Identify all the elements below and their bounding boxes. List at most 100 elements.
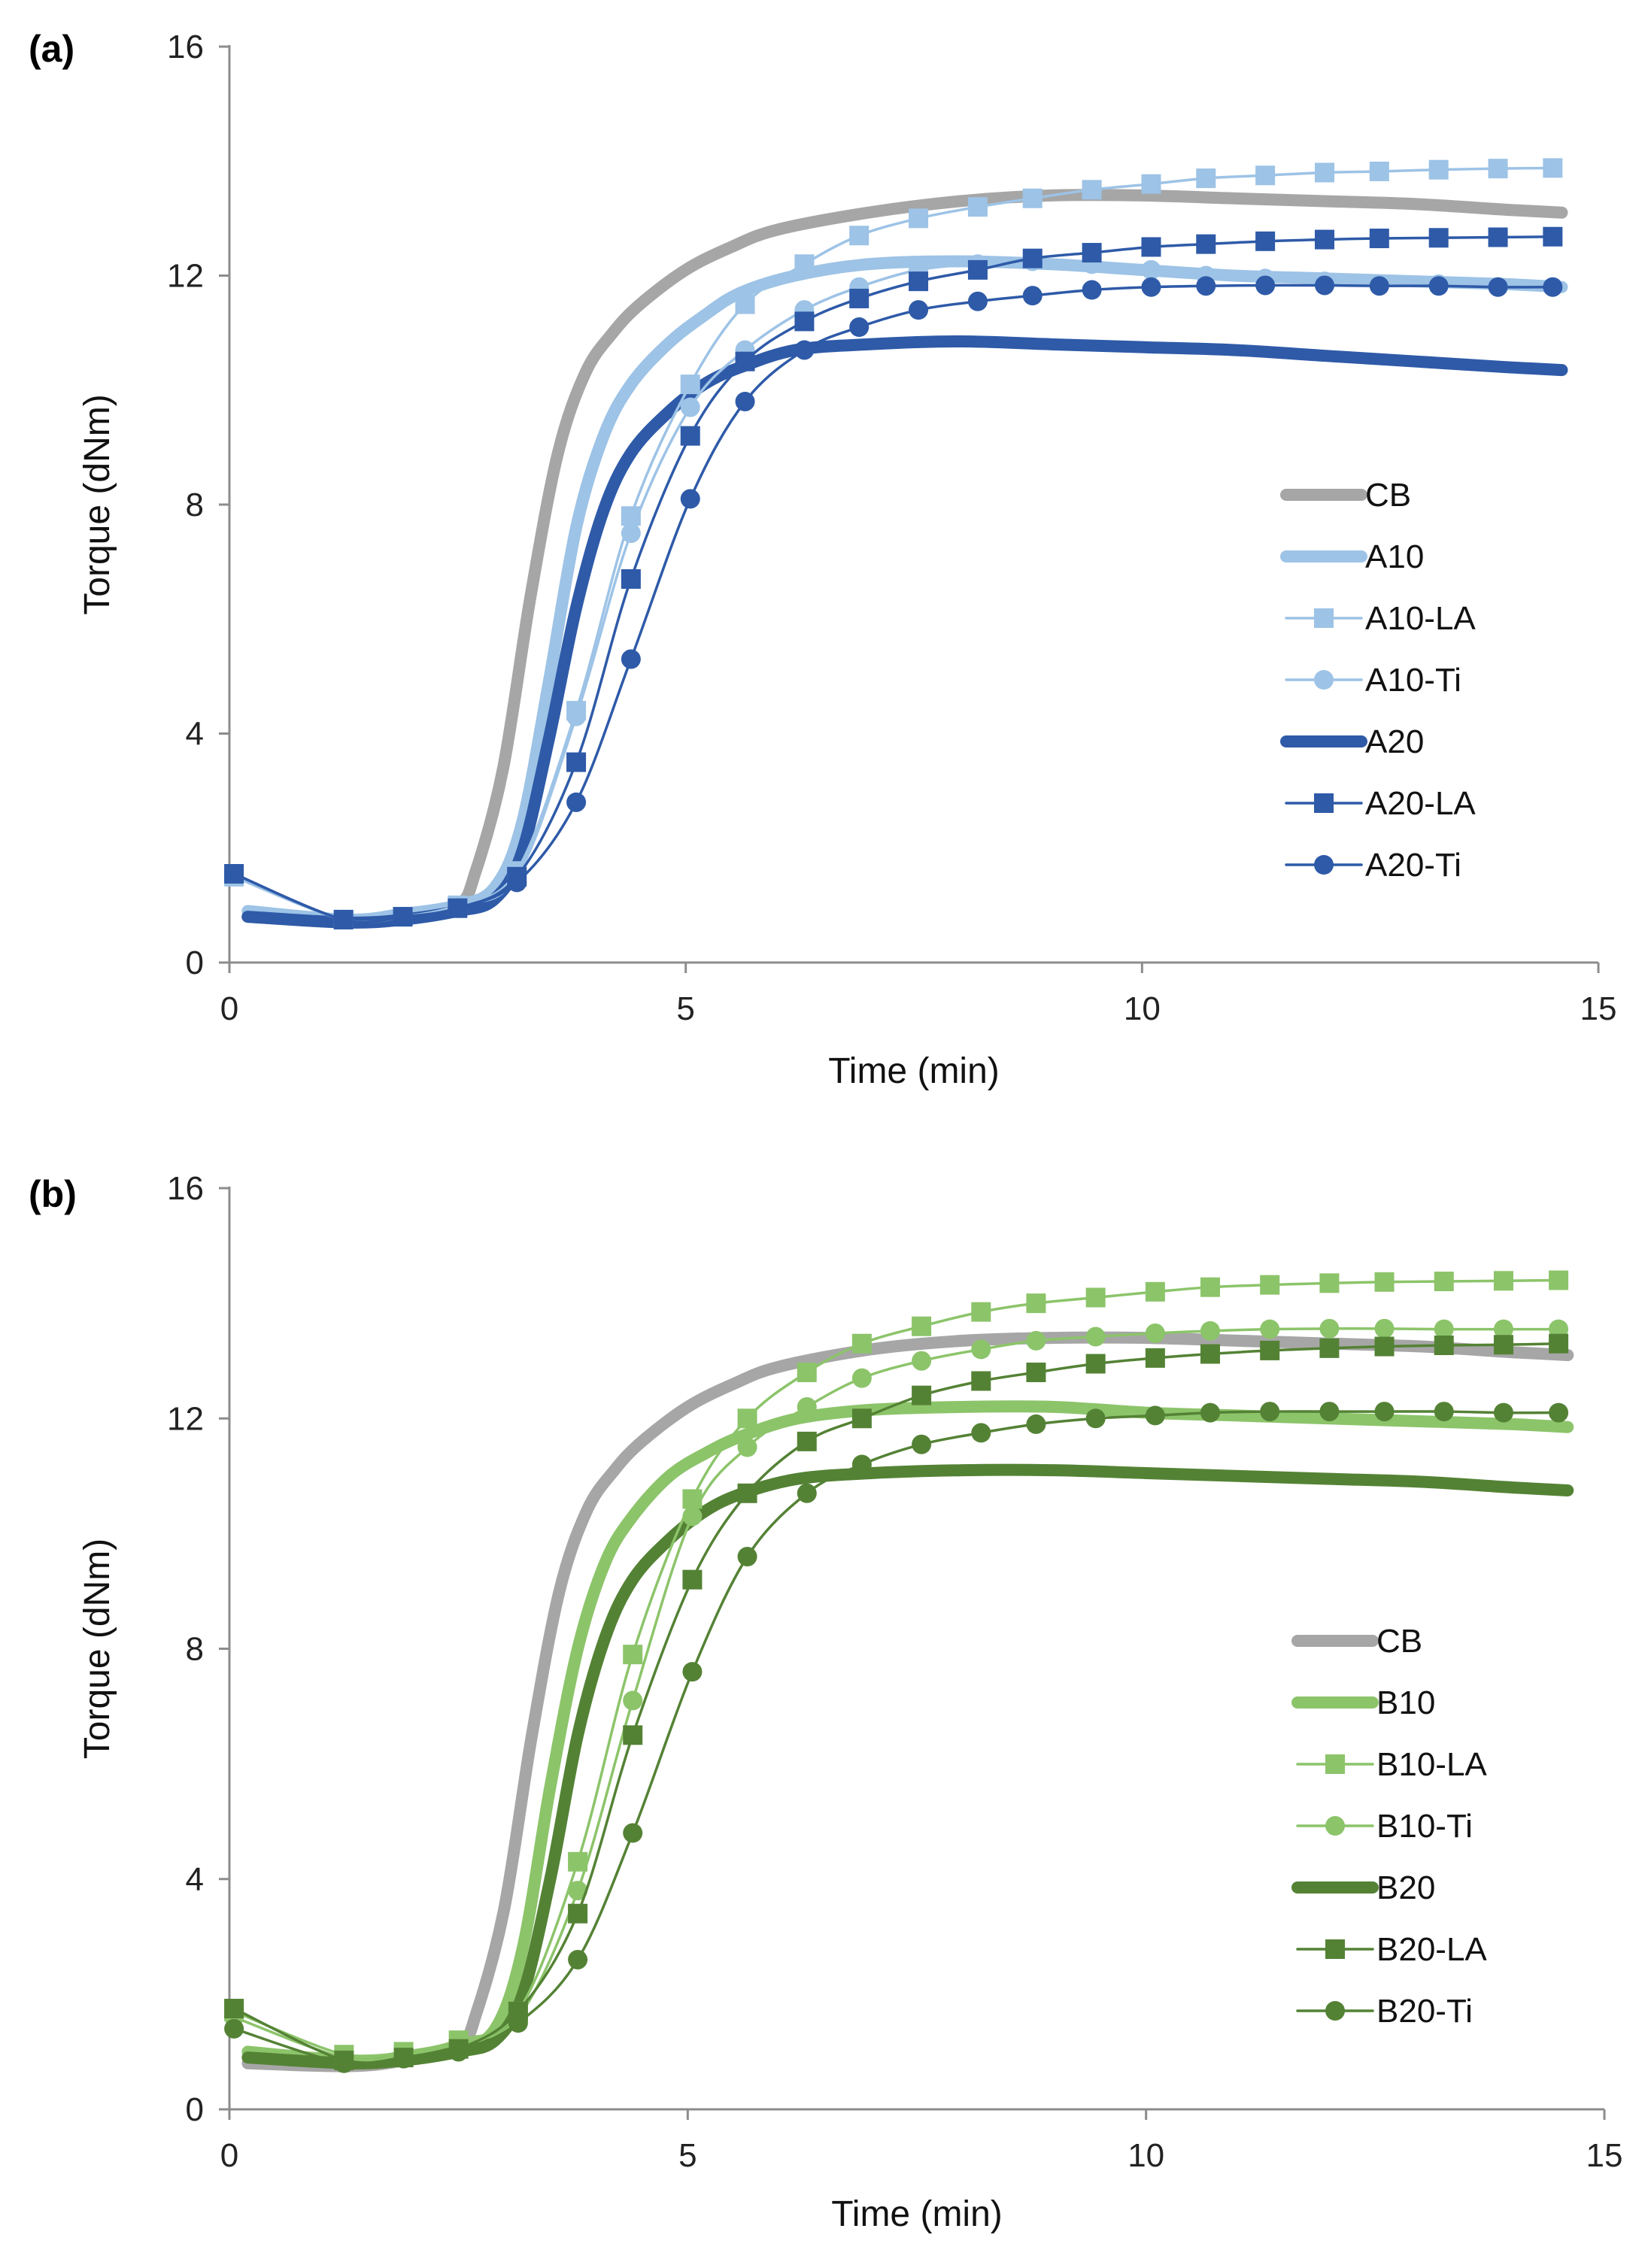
y-tick-label: 12 (167, 1400, 204, 1437)
data-point (568, 1903, 588, 1924)
y-tick-label: 8 (186, 487, 204, 523)
data-point (967, 291, 988, 311)
data-point (1141, 237, 1161, 257)
legend-label: A10-Ti (1365, 662, 1461, 699)
series-cb (241, 189, 1568, 929)
data-point (735, 351, 755, 371)
data-point (851, 1368, 872, 1388)
data-point (1196, 168, 1216, 189)
data-point (1493, 1402, 1513, 1423)
legend-item: A10-LA (1285, 600, 1476, 637)
legend-item: B10 (1291, 1684, 1435, 1721)
series-line (241, 189, 1568, 929)
legend-item: CB (1280, 477, 1411, 514)
data-point (1196, 276, 1216, 296)
x-tick-label: 5 (678, 2137, 697, 2174)
data-point (1319, 1338, 1340, 1358)
data-point (1260, 1402, 1280, 1422)
data-point (1428, 228, 1449, 248)
data-point (621, 523, 641, 544)
data-point (967, 197, 988, 217)
y-tick-label: 0 (186, 2091, 204, 2128)
data-point (1319, 1402, 1340, 1422)
legend-label: A10 (1365, 538, 1424, 575)
x-axis-title: Time (min) (831, 2194, 1003, 2234)
data-point (1374, 1336, 1395, 1357)
data-point (1374, 1272, 1395, 1292)
legend-label: B10-LA (1376, 1746, 1487, 1783)
data-point (1434, 1402, 1454, 1422)
data-point (794, 254, 815, 274)
data-point (849, 317, 870, 338)
data-point (1200, 1402, 1220, 1423)
series-line (241, 335, 1568, 929)
data-point (682, 1506, 703, 1527)
data-point (971, 1371, 991, 1391)
legend-item: A10-Ti (1285, 662, 1461, 699)
data-point (909, 208, 929, 229)
data-point (735, 294, 755, 314)
y-tick-label: 0 (186, 944, 204, 981)
data-point (912, 1434, 932, 1454)
series-line (241, 255, 1568, 926)
data-point (621, 649, 641, 669)
legend-label: B10 (1376, 1684, 1435, 1721)
legend: CB A10 A10-LA A10-Ti A20 A20-LA A20-Ti (1280, 477, 1476, 884)
series-a20-ti (224, 275, 1563, 929)
legend-label: A10-LA (1365, 600, 1476, 637)
data-point (794, 311, 815, 332)
legend-marker (1314, 793, 1334, 813)
data-point (1428, 159, 1449, 180)
legend-label: B20 (1376, 1869, 1435, 1906)
legend-item: CB (1291, 1623, 1422, 1660)
series-line (241, 1400, 1574, 2067)
data-point (1085, 1354, 1106, 1374)
data-point (1255, 275, 1276, 296)
data-point (623, 1725, 643, 1745)
data-point (680, 426, 700, 446)
data-point (1260, 1319, 1280, 1339)
panel-label: (b) (29, 1173, 77, 1215)
data-point (1141, 259, 1161, 280)
data-point (912, 1316, 932, 1336)
data-point (1200, 1277, 1220, 1297)
series-b10 (241, 1400, 1574, 2067)
panel-label: (a) (29, 28, 74, 70)
legend-marker (1314, 608, 1334, 628)
y-tick-label: 16 (167, 1170, 204, 1207)
data-point (1369, 229, 1389, 249)
data-point (1428, 276, 1449, 296)
data-point (1085, 1327, 1106, 1347)
legend-item: A20 (1280, 723, 1424, 760)
data-point (224, 864, 244, 884)
data-point (680, 397, 700, 417)
legend-label: B10-Ti (1376, 1808, 1473, 1845)
legend-item: B20 (1291, 1869, 1435, 1906)
data-point (1543, 158, 1563, 178)
data-point (1026, 1363, 1046, 1382)
data-point (224, 1999, 244, 2019)
data-point (508, 2013, 528, 2033)
legend-item: B20-LA (1296, 1931, 1487, 1968)
data-point (1493, 1335, 1513, 1355)
data-point (737, 1483, 757, 1503)
data-point (1141, 174, 1161, 194)
data-point (1434, 1319, 1454, 1339)
legend-item: B10-LA (1296, 1746, 1487, 1783)
legend-item: A10 (1280, 538, 1424, 575)
legend-label: A20-LA (1365, 785, 1476, 822)
legend-marker (1325, 1939, 1345, 1959)
x-tick-label: 15 (1586, 2137, 1623, 2174)
data-point (1374, 1402, 1395, 1422)
data-point (971, 1302, 991, 1322)
data-point (851, 1408, 872, 1429)
data-point (333, 909, 354, 929)
data-point (849, 288, 870, 308)
data-point (680, 489, 700, 509)
y-tick-label: 4 (186, 716, 204, 753)
data-point (623, 1823, 643, 1843)
data-point (794, 340, 815, 360)
x-tick-label: 10 (1124, 990, 1161, 1027)
x-tick-label: 5 (676, 990, 694, 1027)
